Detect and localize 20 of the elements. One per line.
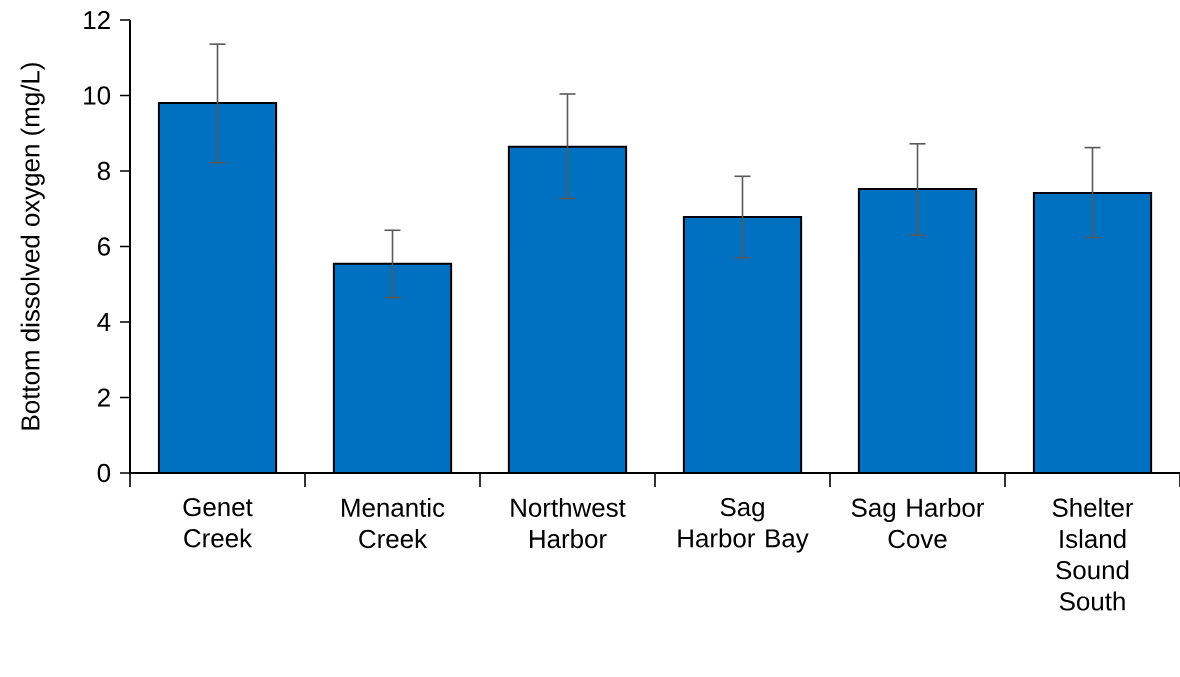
bar — [333, 263, 452, 473]
x-tick-label: Menantic Creek — [342, 497, 445, 549]
y-tick-label: 8 — [97, 161, 110, 181]
x-tick-label: Shelter Island Sound South — [1052, 497, 1134, 611]
bar — [683, 217, 802, 473]
bar — [1032, 191, 1153, 473]
bar — [508, 146, 627, 473]
bar — [858, 189, 977, 473]
x-tick-label: Northwest Harbor — [511, 497, 626, 549]
y-tick-label: 12 — [84, 10, 110, 30]
y-tick-label: 6 — [98, 237, 110, 256]
x-tick-label: Sag Harbor Cove — [851, 497, 984, 549]
x-tick-label: Sag Harbor Bay — [678, 497, 809, 553]
y-tick-label: 0 — [97, 463, 111, 483]
x-tick-label: Genet Creek — [183, 497, 253, 548]
y-tick-label: 2 — [98, 388, 110, 407]
bar — [158, 103, 277, 473]
y-tick-label: 4 — [97, 313, 111, 331]
y-axis-title: Bottom dissolved oxygen (mg/L) — [20, 63, 45, 430]
y-tick-label: 10 — [84, 86, 111, 105]
